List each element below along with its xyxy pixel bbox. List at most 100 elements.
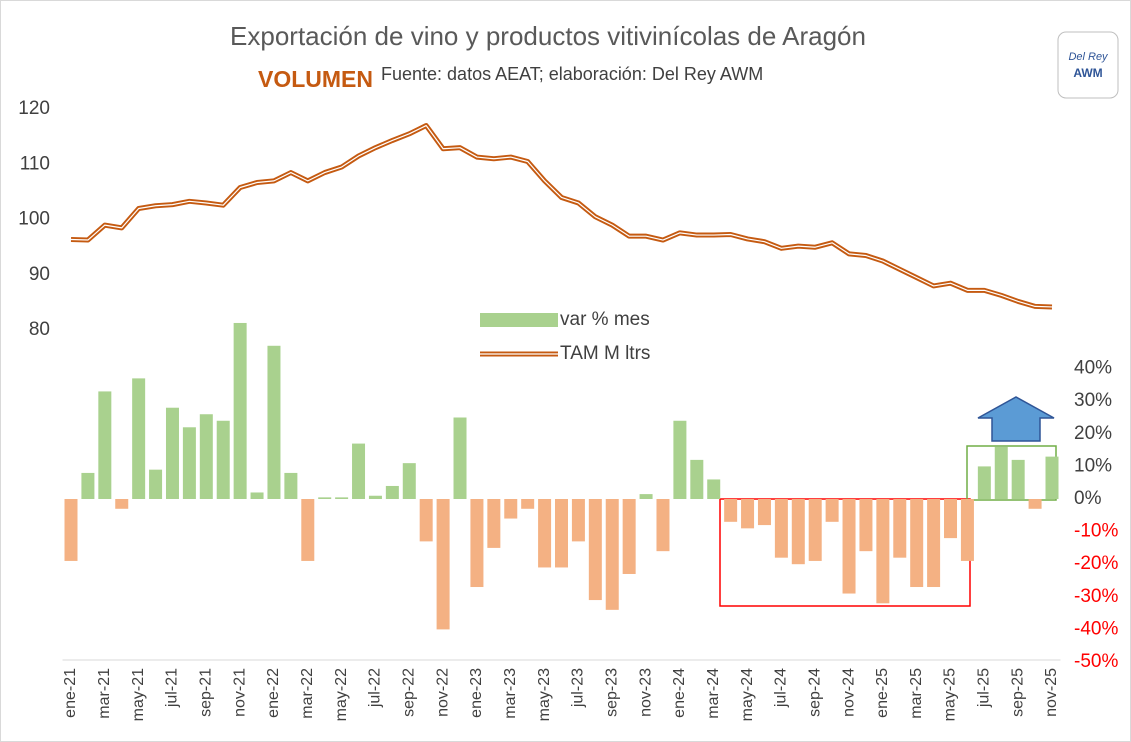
x-tick-label: ene-25 — [874, 668, 891, 718]
bar — [1028, 499, 1042, 509]
bar — [825, 499, 839, 522]
bar — [436, 499, 450, 630]
x-tick-label: may-22 — [333, 668, 350, 721]
y-tick-label: 120 — [18, 98, 50, 119]
x-tick-label: sep-25 — [1009, 668, 1026, 717]
y2-tick-label: -40% — [1074, 618, 1118, 639]
x-tick-label: may-25 — [942, 668, 959, 721]
y2-tick-label: -20% — [1074, 553, 1118, 574]
bar — [774, 499, 788, 558]
bar — [538, 499, 552, 568]
x-tick-label: sep-21 — [198, 668, 215, 717]
x-tick-label: ene-22 — [265, 668, 282, 718]
bar — [149, 469, 163, 499]
bar — [521, 499, 535, 509]
bar — [182, 427, 196, 499]
y2-tick-label: 30% — [1074, 390, 1112, 411]
bar — [690, 459, 704, 499]
bar — [876, 499, 890, 604]
bar — [977, 466, 991, 499]
x-tick-label: jul-24 — [773, 668, 790, 708]
bar — [622, 499, 636, 574]
bar — [385, 485, 399, 499]
bar — [555, 499, 568, 568]
chart-title: Exportación de vino y productos vitiviní… — [230, 21, 866, 51]
bar — [250, 492, 264, 499]
bar — [707, 479, 721, 499]
bar — [927, 499, 941, 588]
x-tick-label: nov-24 — [840, 668, 857, 717]
bar — [199, 414, 213, 499]
bar — [994, 446, 1008, 499]
bar — [656, 499, 670, 552]
x-tick-label: jul-22 — [367, 668, 384, 708]
bar — [571, 499, 585, 542]
bar — [216, 420, 230, 499]
bar — [859, 499, 873, 552]
bar — [741, 499, 755, 529]
bar — [639, 494, 653, 499]
bar — [487, 499, 501, 548]
bar — [504, 499, 518, 519]
x-tick-label: jul-25 — [976, 668, 993, 708]
x-tick-label: ene-21 — [62, 668, 79, 718]
legend-label: TAM M ltrs — [560, 343, 650, 364]
y2-tick-label: 20% — [1074, 423, 1112, 444]
up-arrow — [977, 396, 1055, 442]
y2-tick-label: 10% — [1074, 455, 1112, 476]
x-tick-label: jul-23 — [570, 668, 587, 708]
legend-label: var % mes — [560, 309, 650, 330]
bar — [368, 495, 382, 499]
bar — [791, 499, 805, 565]
line-highlight — [70, 124, 1053, 308]
bar — [284, 472, 298, 499]
bar — [944, 499, 958, 539]
bar — [673, 420, 687, 499]
x-tick-label: jul-21 — [164, 668, 181, 708]
x-tick-label: mar-23 — [502, 668, 519, 719]
bar — [267, 345, 281, 499]
logo-box — [1057, 31, 1119, 99]
bar — [81, 472, 95, 499]
y-tick-label: 90 — [29, 264, 50, 285]
bar — [453, 417, 467, 499]
y2-tick-label: -30% — [1074, 586, 1118, 607]
bar — [1045, 456, 1059, 499]
bar — [588, 499, 602, 601]
x-tick-label: mar-25 — [908, 668, 925, 719]
x-tick-label: nov-23 — [637, 668, 654, 717]
bar — [352, 443, 366, 499]
y2-tick-label: 0% — [1074, 488, 1102, 509]
x-tick-label: nov-22 — [434, 668, 451, 717]
bar — [402, 463, 416, 499]
x-tick-label: ene-23 — [468, 668, 485, 718]
bar — [724, 499, 738, 522]
y-tick-label: 80 — [29, 319, 50, 340]
y-tick-label: 100 — [18, 209, 50, 230]
bar — [842, 499, 856, 594]
chart-source: Fuente: datos AEAT; elaboración: Del Rey… — [381, 64, 763, 84]
bar — [419, 499, 433, 542]
x-tick-label: sep-24 — [806, 668, 823, 717]
y2-tick-label: 40% — [1074, 358, 1112, 379]
x-tick-label: mar-24 — [705, 668, 722, 719]
x-tick-label: may-21 — [130, 668, 147, 721]
bar — [893, 499, 907, 558]
x-tick-label: may-23 — [536, 668, 553, 721]
x-tick-label: may-24 — [739, 668, 756, 721]
bar — [132, 378, 146, 499]
bar — [910, 499, 924, 588]
y2-tick-label: -50% — [1074, 651, 1118, 672]
bar — [757, 499, 771, 526]
chart-subtitle: VOLUMEN — [258, 66, 373, 92]
bar — [1011, 459, 1025, 499]
legend-swatch — [480, 313, 558, 327]
x-tick-label: mar-21 — [96, 668, 113, 719]
logo-top: Del Rey — [1068, 51, 1109, 63]
x-tick-label: sep-22 — [400, 668, 417, 717]
x-tick-label: mar-22 — [299, 668, 316, 719]
y2-tick-label: -10% — [1074, 521, 1118, 542]
bar — [98, 391, 112, 499]
bar — [470, 499, 484, 588]
